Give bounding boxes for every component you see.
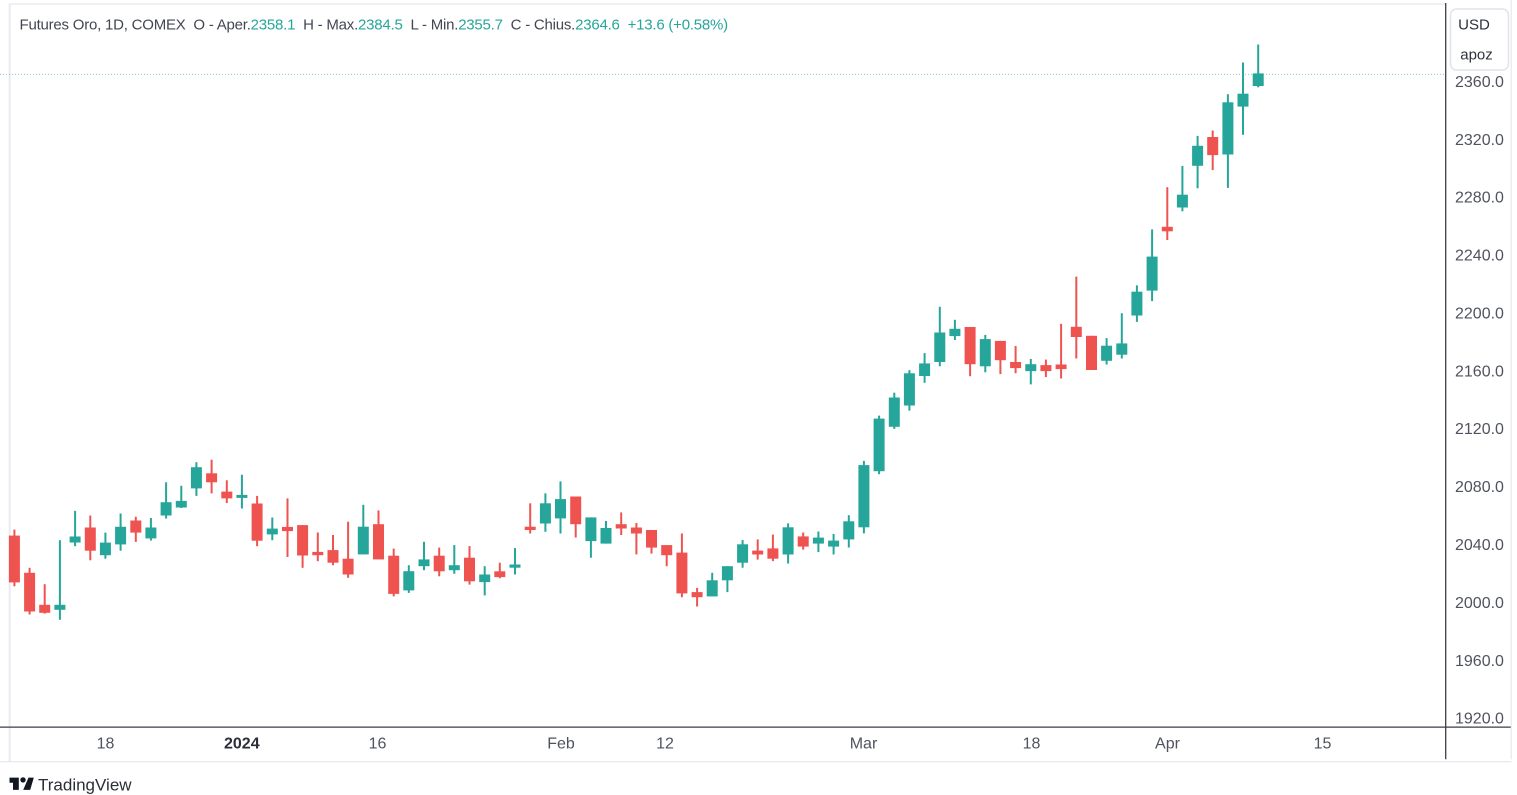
svg-text:2120.0: 2120.0 — [1455, 421, 1504, 438]
svg-text:Mar: Mar — [850, 736, 878, 753]
svg-text:2240.0: 2240.0 — [1455, 248, 1504, 265]
svg-text:2280.0: 2280.0 — [1455, 190, 1504, 207]
svg-text:18: 18 — [1023, 736, 1041, 753]
svg-text:15: 15 — [1314, 736, 1332, 753]
svg-text:2040.0: 2040.0 — [1455, 537, 1504, 554]
svg-text:TradingView: TradingView — [38, 776, 132, 795]
svg-text:2320.0: 2320.0 — [1455, 132, 1504, 149]
svg-text:2024: 2024 — [224, 736, 260, 753]
svg-text:apoz: apoz — [1460, 47, 1493, 64]
svg-text:Feb: Feb — [547, 736, 575, 753]
svg-text:2160.0: 2160.0 — [1455, 363, 1504, 380]
svg-text:Apr: Apr — [1155, 736, 1181, 753]
svg-text:2200.0: 2200.0 — [1455, 306, 1504, 323]
svg-text:1960.0: 1960.0 — [1455, 653, 1504, 670]
svg-text:2000.0: 2000.0 — [1455, 595, 1504, 612]
svg-text:18: 18 — [97, 736, 115, 753]
svg-text:Futures Oro, 1D, COMEX O - Ap: Futures Oro, 1D, COMEX O - Aper.2358.1 H… — [20, 17, 729, 34]
svg-text:2080.0: 2080.0 — [1455, 479, 1504, 496]
svg-text:1920.0: 1920.0 — [1455, 711, 1504, 728]
svg-text:12: 12 — [656, 736, 674, 753]
svg-text:USD: USD — [1458, 16, 1490, 33]
svg-text:2360.0: 2360.0 — [1455, 74, 1504, 91]
svg-text:16: 16 — [369, 736, 387, 753]
